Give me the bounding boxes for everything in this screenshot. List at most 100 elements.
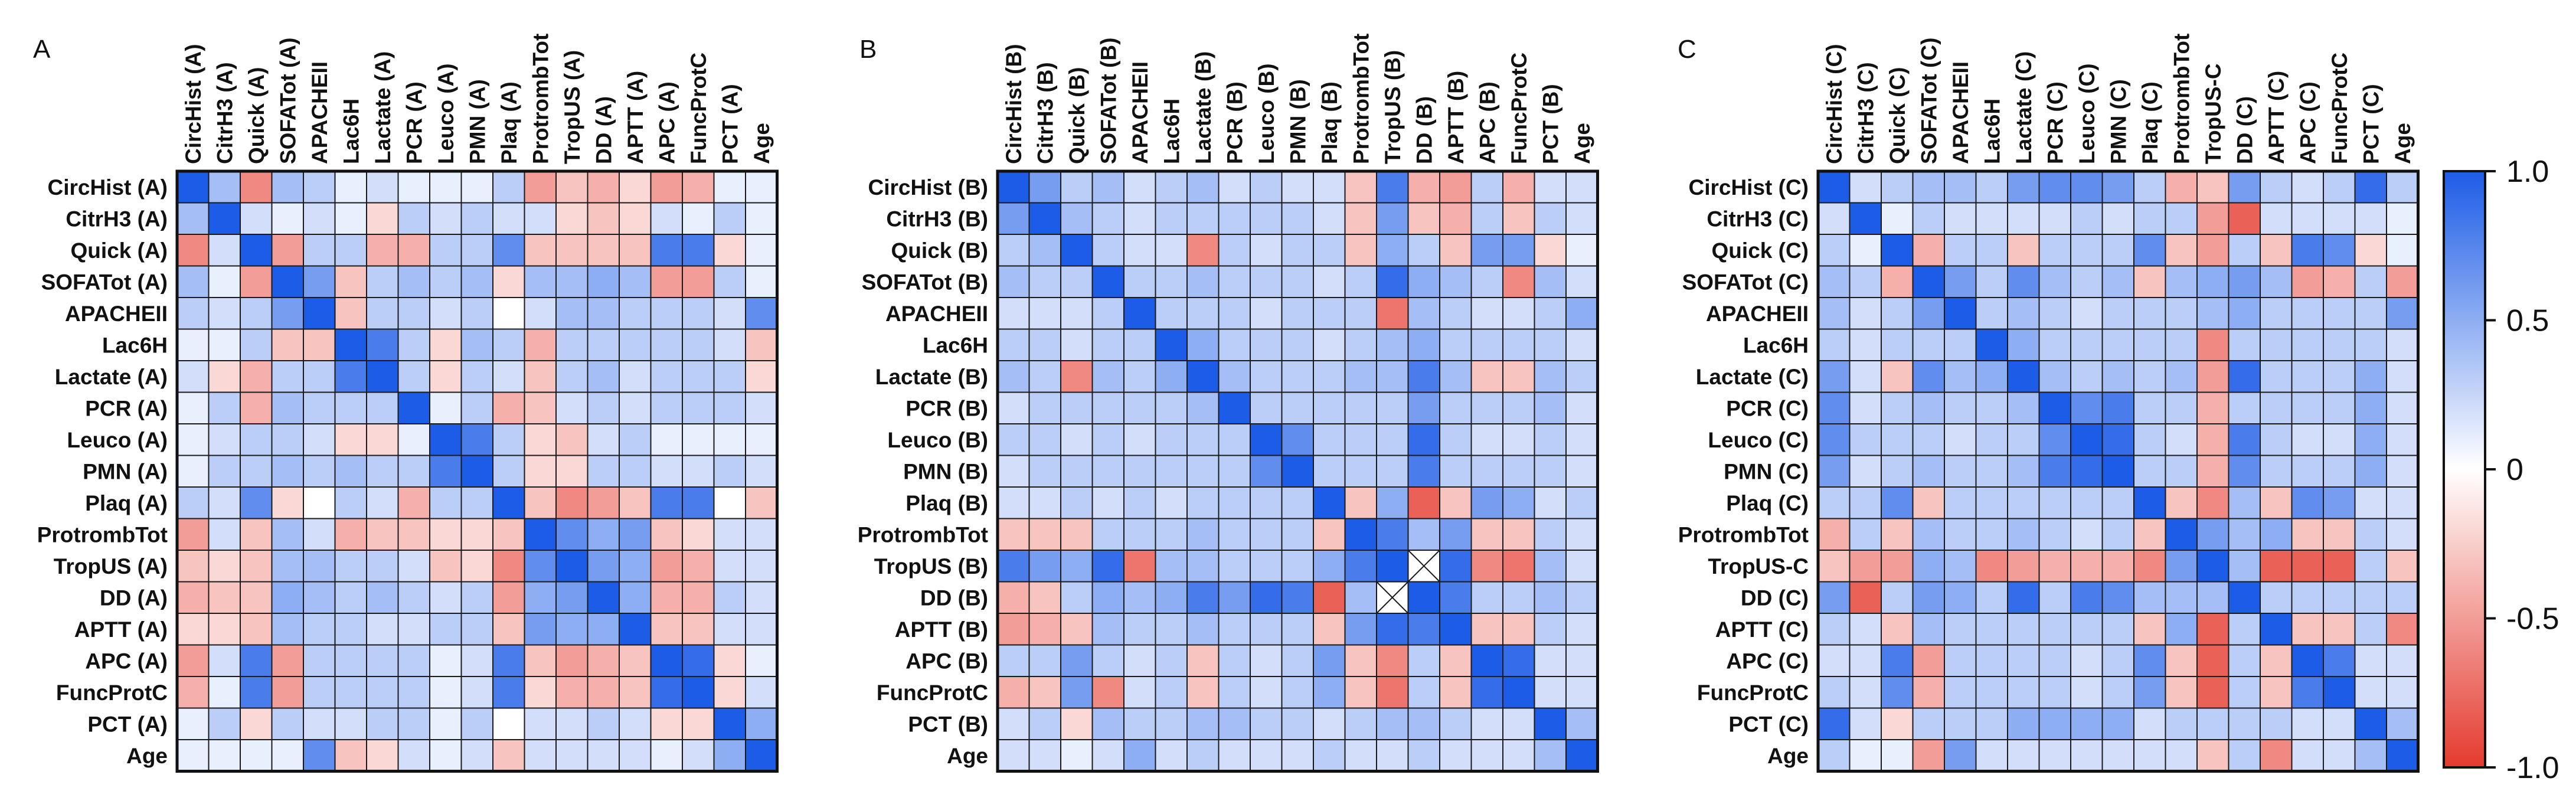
heatmap-cell: [1534, 328, 1567, 361]
heatmap-cell: [1407, 707, 1440, 740]
heatmap-cell: [713, 265, 746, 298]
heatmap-cell: [1344, 613, 1377, 646]
heatmap-cell: [240, 581, 273, 614]
heatmap-cell: [1344, 486, 1377, 519]
heatmap-cell: [1060, 676, 1093, 709]
heatmap-cell: [1470, 518, 1503, 551]
heatmap-cell: [2133, 676, 2166, 709]
heatmap-cell: [2260, 676, 2293, 709]
heatmap-cell: [1250, 202, 1283, 235]
heatmap-cell: [2323, 739, 2356, 772]
heatmap-cell: [2196, 423, 2230, 456]
heatmap-cell: [1881, 486, 1914, 519]
heatmap-cell: [1817, 644, 1851, 677]
row-label: ProtrombTot: [858, 522, 988, 547]
heatmap-cell: [303, 328, 336, 361]
heatmap-cell: [2038, 455, 2071, 488]
heatmap-cell: [366, 265, 399, 298]
heatmap-cell: [1091, 423, 1124, 456]
heatmap-cell: [492, 613, 525, 646]
heatmap-cell: [1502, 550, 1535, 583]
column-label: PMN (C): [2106, 79, 2130, 164]
column-label: FuncProtC: [2327, 53, 2352, 164]
heatmap-cell: [460, 613, 493, 646]
heatmap-cell: [2165, 707, 2198, 740]
heatmap-cell: [1975, 518, 2008, 551]
heatmap-cell: [1881, 581, 1914, 614]
heatmap-cell: [1407, 265, 1440, 298]
heatmap-cell: [650, 739, 683, 772]
heatmap-cell: [366, 328, 399, 361]
heatmap-cell: [1849, 297, 1882, 330]
heatmap-cell: [1912, 518, 1945, 551]
heatmap-cell: [1502, 707, 1535, 740]
heatmap-cell: [397, 328, 430, 361]
heatmap-cell: [2323, 423, 2356, 456]
heatmap-cell: [1155, 234, 1188, 267]
heatmap-cell: [397, 423, 430, 456]
heatmap-cell: [2323, 202, 2356, 235]
heatmap-cell: [1849, 676, 1882, 709]
heatmap-cell: [176, 676, 210, 709]
heatmap-cell: [555, 171, 589, 204]
heatmap-cell: [1313, 644, 1346, 677]
heatmap-cell: [1470, 391, 1503, 424]
heatmap-cell: [1470, 171, 1503, 204]
heatmap-cell: [429, 581, 462, 614]
heatmap-cell: [650, 581, 683, 614]
heatmap-cell: [997, 739, 1030, 772]
column-label: APACHEII: [1128, 61, 1152, 164]
heatmap-cell: [2323, 297, 2356, 330]
heatmap-cell: [1407, 391, 1440, 424]
heatmap-cell: [460, 171, 493, 204]
heatmap-cell: [2133, 328, 2166, 361]
heatmap-cell: [176, 360, 210, 393]
heatmap-cell: [1123, 581, 1156, 614]
heatmap-cell: [176, 739, 210, 772]
heatmap-cell: [2007, 171, 2040, 204]
heatmap-cell: [1060, 202, 1093, 235]
heatmap-cell: [429, 171, 462, 204]
heatmap-cell: [492, 360, 525, 393]
row-label: Lac6H: [102, 333, 168, 357]
heatmap-cell: [2354, 265, 2387, 298]
heatmap-cell: [1439, 234, 1472, 267]
heatmap-cell: [1123, 202, 1156, 235]
row-label: APACHEII: [1706, 302, 1809, 326]
heatmap-cell: [176, 171, 210, 204]
heatmap-cell: [1186, 613, 1220, 646]
heatmap-cell: [2260, 581, 2293, 614]
heatmap-cell: [2165, 613, 2198, 646]
heatmap-cell: [524, 297, 557, 330]
heatmap-cell: [271, 265, 304, 298]
heatmap-cell: [1313, 297, 1346, 330]
heatmap-cell: [271, 234, 304, 267]
heatmap-cell: [1849, 613, 1882, 646]
heatmap-cell: [2101, 234, 2134, 267]
heatmap-cell: [1376, 265, 1409, 298]
heatmap-cell: [397, 360, 430, 393]
row-label: CitrH3 (A): [66, 207, 168, 231]
heatmap-cell: [1944, 265, 1977, 298]
heatmap-cell: [1817, 455, 1851, 488]
heatmap-cell: [1344, 518, 1377, 551]
heatmap-cell: [1028, 297, 1061, 330]
heatmap-cell: [1534, 455, 1567, 488]
column-label: CitrH3 (B): [1033, 62, 1057, 164]
heatmap-cell: [2165, 486, 2198, 519]
heatmap-cell: [1281, 676, 1314, 709]
heatmap-cell: [334, 234, 367, 267]
heatmap-cell: [397, 550, 430, 583]
heatmap-cell: [492, 486, 525, 519]
heatmap-cell: [429, 707, 462, 740]
heatmap-cell: [524, 234, 557, 267]
heatmap-cell: [1028, 391, 1061, 424]
heatmap-cell: [682, 202, 715, 235]
heatmap-cell: [1407, 328, 1440, 361]
heatmap-cell: [1817, 423, 1851, 456]
heatmap-cell: [1534, 297, 1567, 330]
heatmap-cell: [1186, 518, 1220, 551]
heatmap-cell: [2133, 707, 2166, 740]
heatmap-cell: [2323, 455, 2356, 488]
heatmap-cell: [587, 360, 620, 393]
